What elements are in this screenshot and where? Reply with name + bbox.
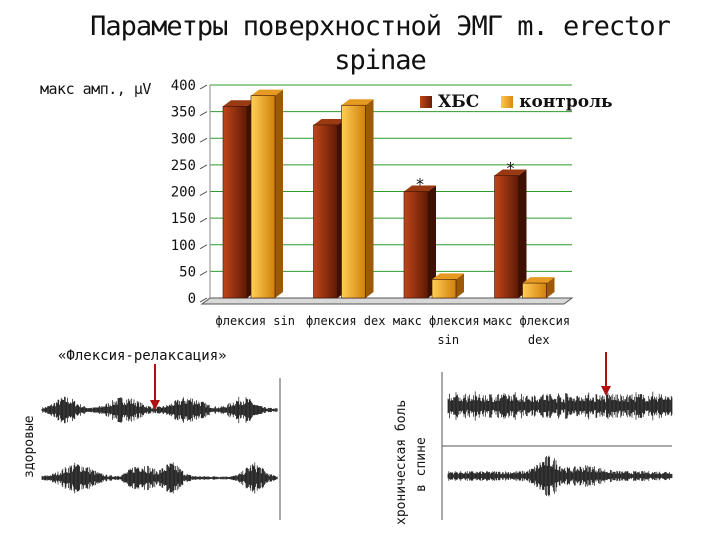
bar-top [432, 273, 464, 280]
y-tick-label: 300 [171, 131, 196, 147]
red-arrow-left-head [150, 400, 160, 410]
emg-trace-healthy-1 [41, 396, 278, 424]
bar-hbs-2 [403, 191, 429, 299]
red-arrow-right-head [601, 386, 611, 396]
y-tick-label: 50 [179, 264, 196, 280]
y-tick-label: 150 [171, 211, 196, 227]
bar-side [518, 169, 527, 298]
bar-control-0 [250, 95, 276, 299]
chronic-pain-label-line2: в спине [414, 437, 429, 492]
bar-top [313, 118, 346, 125]
bar-side [456, 273, 464, 298]
x-tick-label: флексия dex [306, 314, 385, 328]
bar-side [275, 89, 283, 299]
x-tick-label: sin [437, 333, 459, 345]
y-tick [199, 111, 208, 117]
legend-swatch-control [501, 96, 514, 108]
emg-trace-healthy-2 [41, 462, 278, 494]
y-tick-label: 250 [171, 158, 196, 174]
bar-hbs-0 [222, 106, 248, 299]
x-tick-label: макс флексия [483, 314, 570, 328]
x-tick-label: флексия sin [216, 314, 295, 328]
y-tick [199, 270, 208, 276]
y-tick-label: 100 [171, 238, 196, 254]
emg-trace-pain-2 [447, 455, 673, 497]
bar-control-2 [431, 279, 457, 299]
bar-top [494, 169, 527, 176]
bar-hbs-1 [313, 124, 338, 299]
bar-chart: 0 50 100 150 200 250 300 350 400 * * флексия sin фле… [171, 78, 574, 345]
y-tick [199, 217, 208, 223]
y-tick [199, 297, 208, 303]
chart-title: Параметры поверхностной ЭМГ m. erector s… [90, 11, 671, 76]
bar-top [341, 99, 374, 106]
bar-control-3 [522, 282, 547, 299]
y-tick-label: 200 [171, 185, 196, 201]
bar-top [404, 185, 436, 192]
y-axis-label: макс амп., µV [40, 80, 151, 98]
y-tick [199, 137, 208, 143]
healthy-label: здоровые [22, 415, 37, 478]
chart-floor [200, 297, 574, 305]
emg-caption: «Флексия-релаксация» [58, 348, 227, 364]
bar-side [546, 277, 555, 298]
y-tick-label: 0 [188, 291, 196, 307]
bar-side [365, 99, 374, 298]
chronic-pain-label-line1: хроническая боль [394, 399, 409, 525]
legend-label-hbs: ХБС [438, 92, 480, 112]
bar-top [223, 100, 255, 107]
significance-asterisk: * [507, 159, 515, 178]
y-tick [199, 191, 208, 196]
y-tick [199, 84, 208, 90]
bar-top [251, 89, 283, 96]
bar-top [522, 277, 555, 284]
y-tick-label: 400 [171, 78, 196, 94]
y-tick [199, 164, 208, 170]
legend-swatch-hbs [420, 96, 432, 108]
bar-hbs-3 [494, 175, 519, 299]
bar-side [428, 185, 436, 298]
legend-label-control: контроль [519, 92, 613, 112]
x-tick-label: dex [528, 333, 550, 345]
emg-trace-pain-1 [447, 391, 673, 421]
y-tick [199, 244, 208, 250]
significance-asterisk: * [416, 175, 424, 194]
legend: ХБС контроль [420, 92, 613, 112]
y-tick-label: 350 [171, 105, 196, 121]
x-tick-label: макс флексия [393, 314, 480, 328]
bar-control-1 [341, 104, 366, 299]
